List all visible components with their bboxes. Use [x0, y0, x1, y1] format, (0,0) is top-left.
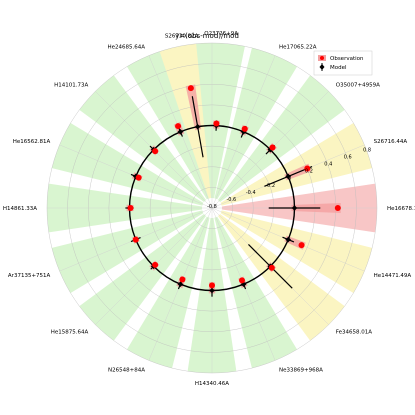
model-point-0 [291, 205, 298, 211]
observation-point-10 [152, 148, 159, 155]
sector-13 [196, 43, 245, 199]
line-label-13: O23726+9A [204, 31, 238, 37]
r-tick-label-4: 0 [288, 176, 291, 182]
line-label-9: He16562.81A [13, 139, 51, 145]
model-point-11 [177, 128, 184, 135]
observation-point-8 [127, 205, 134, 211]
mark-layer [125, 85, 341, 297]
line-label-12: S26730.82A [165, 34, 199, 40]
observation-point-11 [175, 123, 182, 130]
observation-point-14 [241, 125, 248, 132]
line-label-4: H14340.46A [195, 381, 229, 387]
observation-point-16 [304, 165, 311, 172]
r-tick-label-8: 0.8 [363, 148, 371, 154]
chart-title: y=(obs-mod)/mod [175, 32, 239, 40]
r-tick-label-6: 0.4 [324, 162, 332, 168]
line-label-10: H14101.73A [54, 82, 88, 88]
r-tick-label-5: 0.2 [305, 169, 313, 175]
sector-1 [220, 210, 373, 293]
legend: Observation Model [313, 50, 373, 76]
line-label-7: Ar37135+751A [8, 273, 51, 279]
legend-observation-marker [320, 56, 324, 60]
observation-point-2 [268, 264, 275, 271]
observation-point-5 [179, 276, 186, 283]
model-point-5 [177, 281, 184, 288]
line-label-11: He24685.64A [107, 44, 145, 50]
line-label-5: N26548+84A [108, 368, 145, 374]
line-label-14: He17065.22A [279, 44, 317, 50]
observation-point-3 [238, 277, 245, 284]
observation-point-15 [269, 144, 276, 151]
line-labels: He16678.15A He14471.49A Fe34658.01A Ne33869… [3, 31, 415, 387]
sector-11 [127, 47, 210, 200]
observation-point-12 [187, 85, 194, 92]
sector-3 [214, 216, 297, 369]
r-tick-label-1: -0.6 [226, 197, 236, 203]
r-tick-label-0: -0.8 [207, 204, 217, 210]
sector-9 [51, 123, 204, 206]
observation-point-0 [334, 205, 341, 211]
legend-box [313, 50, 373, 76]
model-point-12 [194, 123, 201, 130]
observation-point-1 [298, 242, 305, 249]
sector-14 [214, 47, 297, 200]
model-point-15 [267, 146, 274, 153]
line-label-6: He15875.64A [51, 330, 89, 336]
line-label-0: He16678.15A [387, 206, 415, 212]
line-label-16: S26716.44A [374, 139, 408, 145]
sector-12 [159, 43, 212, 199]
model-point-16 [285, 173, 292, 180]
observation-point-6 [152, 261, 159, 268]
model-point-1 [285, 236, 292, 243]
line-label-15: O35007+4959A [336, 82, 380, 88]
observation-point-13 [213, 120, 220, 127]
line-label-8: H14861.33A [3, 206, 37, 212]
observation-band-12 [185, 84, 202, 131]
line-label-2: Fe34658.01A [336, 330, 372, 336]
legend-model-marker [319, 64, 325, 70]
observation-point-7 [132, 236, 139, 243]
legend-model-label: Model [330, 65, 347, 71]
observation-point-4 [209, 282, 215, 289]
r-tick-label-2: -0.4 [246, 190, 256, 196]
line-label-3: Ne33869+968A [279, 368, 323, 374]
line-label-1: He14471.49A [374, 273, 412, 279]
legend-observation-label: Observation [330, 56, 364, 62]
r-tick-label-3: -0.2 [265, 183, 275, 189]
model-point-4 [209, 287, 215, 294]
sector-16 [220, 123, 373, 206]
sector-7 [51, 210, 204, 293]
r-tick-label-7: 0.6 [344, 155, 352, 161]
observation-point-9 [135, 174, 142, 181]
radial-tick-labels: -0.8 -0.6 -0.4 -0.2 0 0.2 0.4 0.6 0.8 [207, 148, 371, 210]
sector-5 [127, 216, 210, 369]
